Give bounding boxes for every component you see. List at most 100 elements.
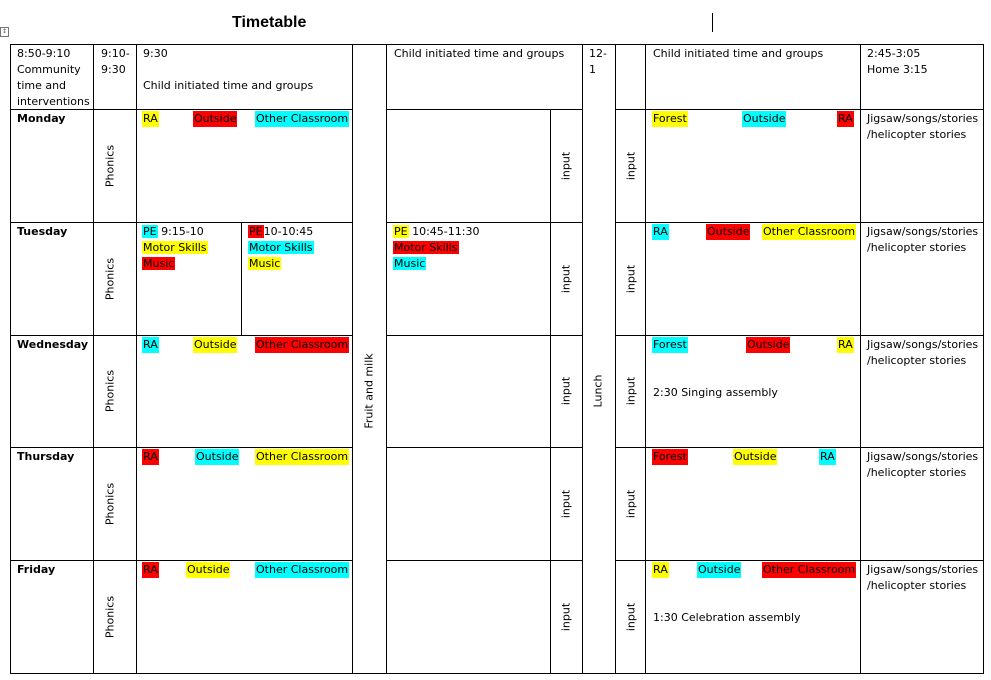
header-lunch-time: 12-1: [589, 47, 607, 76]
col-divider: [93, 44, 94, 674]
col-divider: [386, 44, 387, 674]
activity-music: Music: [248, 257, 282, 270]
header-9-10: 9:10-9:30: [101, 47, 130, 76]
col-divider: [352, 44, 353, 674]
header-time-label: 8:50-9:10: [17, 47, 71, 60]
phonics-label: Phonics: [103, 257, 117, 301]
activity-motor-skills: Motor Skills: [248, 241, 314, 254]
col-divider: [550, 109, 551, 674]
activity-music: Music: [142, 257, 176, 270]
home-activity-line1: Jigsaw/songs/stories: [867, 450, 979, 463]
activity-outside: Outside: [746, 337, 791, 353]
session-time: 9:15-10: [157, 225, 204, 238]
day-thursday: Thursday: [17, 450, 75, 463]
activity-ra: RA: [837, 337, 854, 353]
phonics-label: Phonics: [103, 595, 117, 639]
header-home-time: 2:45-3:05 Home 3:15: [867, 46, 928, 78]
phonics-label: Phonics: [103, 144, 117, 188]
header-child-initiated-morning: Child initiated time and groups: [143, 79, 314, 92]
activity-pe: PE: [393, 225, 409, 238]
day-tuesday: Tuesday: [17, 225, 68, 238]
phonics-label: Phonics: [103, 369, 117, 413]
activity-other-classroom: Other Classroom: [762, 224, 857, 240]
page-title: Timetable: [232, 14, 307, 31]
row-divider: [615, 109, 984, 110]
row-divider: [10, 447, 353, 448]
singing-assembly-note: 2:30 Singing assembly: [653, 386, 778, 399]
input-label: input: [624, 264, 638, 294]
activity-outside: Outside: [733, 449, 778, 465]
activity-ra: RA: [142, 562, 159, 578]
row-divider: [386, 447, 583, 448]
tuesday-pe-session-3: PE 10:45-11:30 Motor Skills Music: [393, 224, 479, 272]
row-divider: [386, 560, 583, 561]
input-label: input: [624, 376, 638, 406]
celebration-assembly-note: 1:30 Celebration assembly: [653, 611, 801, 624]
text-cursor: [712, 13, 713, 32]
activity-outside: Outside: [193, 337, 238, 353]
home-activity-line2: /helicopter stories: [867, 128, 967, 141]
activity-ra: RA: [837, 111, 854, 127]
home-activity-line1: Jigsaw/songs/stories: [867, 112, 979, 125]
activity-ra: RA: [819, 449, 836, 465]
day-monday: Monday: [17, 112, 66, 125]
home-activity-line2: /helicopter stories: [867, 466, 967, 479]
col-divider: [241, 222, 242, 335]
input-label: input: [559, 376, 573, 406]
tuesday-pe-session-2: PE10-10:45 Motor Skills Music: [248, 224, 314, 272]
row-divider: [615, 447, 984, 448]
table-border-left: [10, 44, 11, 674]
row-divider: [615, 335, 984, 336]
header-child-initiated-midmorning: Child initiated time and groups: [394, 47, 565, 60]
activity-forest: Forest: [652, 111, 688, 127]
header-community-time: 8:50-9:10 Community time and interventio…: [17, 46, 93, 110]
home-activity-line2: /helicopter stories: [867, 579, 967, 592]
header-home-label: Home 3:15: [867, 63, 928, 76]
table-border-right: [983, 44, 984, 674]
table-border-top: [10, 44, 984, 45]
session-time: 10-10:45: [263, 225, 314, 238]
activity-forest: Forest: [652, 337, 688, 353]
row-divider: [386, 109, 583, 110]
home-activity-line1: Jigsaw/songs/stories: [867, 338, 979, 351]
table-move-handle-icon[interactable]: ↕: [0, 27, 9, 37]
phonics-label: Phonics: [103, 482, 117, 526]
activity-ra: RA: [142, 111, 159, 127]
row-divider: [10, 222, 353, 223]
col-divider: [136, 44, 137, 674]
activity-pe: PE: [142, 225, 158, 238]
home-activity-line1: Jigsaw/songs/stories: [867, 563, 979, 576]
header-community-label: Community time and interventions: [17, 63, 90, 108]
activity-pe: PE: [248, 225, 264, 238]
activity-motor-skills: Motor Skills: [142, 241, 208, 254]
input-label: input: [559, 264, 573, 294]
session-time: 10:45-11:30: [408, 225, 480, 238]
day-friday: Friday: [17, 563, 56, 576]
activity-other-classroom: Other Classroom: [255, 337, 350, 353]
input-label: input: [559, 602, 573, 632]
header-9-30: 9:30 Child initiated time and groups: [143, 46, 313, 94]
input-label: input: [624, 151, 638, 181]
activity-outside: Outside: [195, 449, 240, 465]
activity-other-classroom: Other Classroom: [255, 562, 350, 578]
activity-other-classroom: Other Classroom: [255, 111, 350, 127]
activity-outside: Outside: [697, 562, 742, 578]
row-divider: [10, 560, 353, 561]
activity-outside: Outside: [742, 111, 787, 127]
header-child-initiated-afternoon: Child initiated time and groups: [653, 47, 824, 60]
table-border-bottom: [10, 673, 984, 674]
day-wednesday: Wednesday: [17, 338, 89, 351]
activity-ra: RA: [652, 562, 669, 578]
activity-motor-skills: Motor Skills: [393, 241, 459, 254]
tuesday-pe-session-1: PE 9:15-10 Motor Skills Music: [142, 224, 208, 272]
col-divider: [615, 44, 616, 674]
row-divider: [10, 109, 353, 110]
fruit-and-milk-label: Fruit and milk: [362, 353, 376, 429]
activity-ra: RA: [142, 449, 159, 465]
row-divider: [615, 222, 984, 223]
home-activity: Jigsaw/songs/stories /helicopter stories: [867, 562, 978, 594]
activity-ra: RA: [652, 224, 669, 240]
activity-outside: Outside: [193, 111, 238, 127]
home-activity: Jigsaw/songs/stories /helicopter stories: [867, 111, 978, 143]
home-activity-line1: Jigsaw/songs/stories: [867, 225, 979, 238]
